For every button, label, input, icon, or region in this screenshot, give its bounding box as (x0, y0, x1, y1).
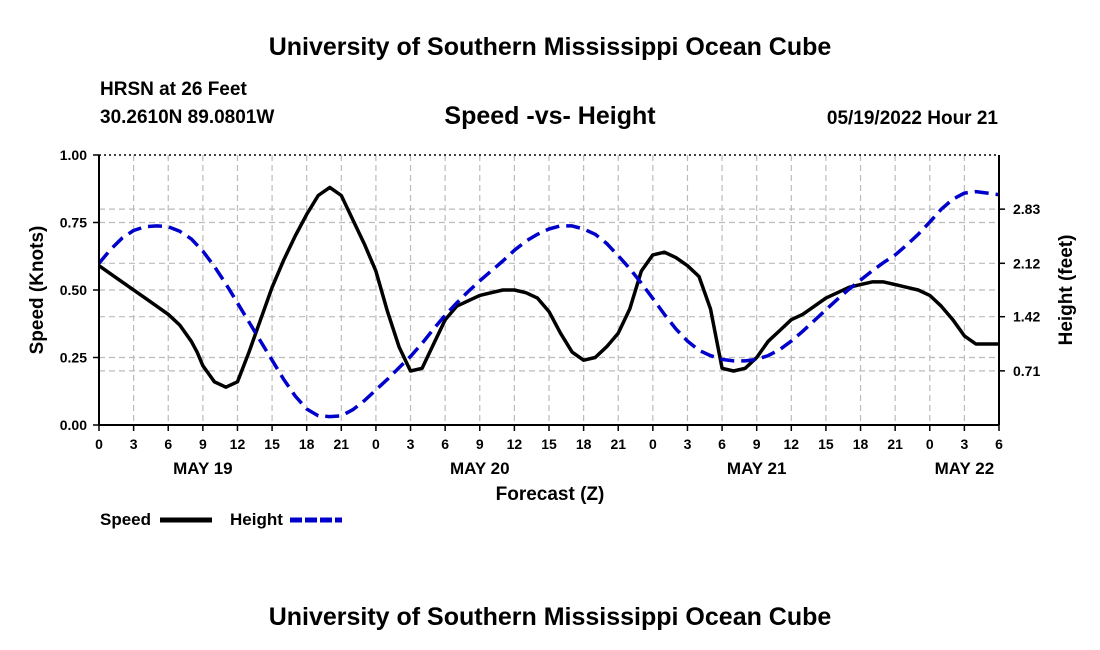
x-tick-label: 6 (995, 436, 1003, 452)
x-tick-label: 0 (372, 436, 380, 452)
datetime-label: 05/19/2022 Hour 21 (827, 108, 999, 129)
x-date-label: MAY 19 (173, 459, 233, 478)
y2-axis-label: Height (feet) (1056, 235, 1077, 346)
station-label: HRSN at 26 Feet (100, 79, 247, 100)
y2-tick-label: 2.83 (1013, 201, 1040, 217)
legend: Speed Height (100, 510, 342, 529)
x-tick-label: 3 (960, 436, 968, 452)
x-tick-label: 15 (264, 436, 280, 452)
series-line-height (97, 189, 1000, 419)
x-tick-label: 15 (818, 436, 834, 452)
x-date-label: MAY 21 (727, 459, 787, 478)
y-tick-label: 0.75 (60, 215, 87, 231)
footer-title: University of Southern Mississippi Ocean… (269, 603, 832, 631)
y-tick-label: 1.00 (60, 147, 87, 163)
x-tick-label: 0 (926, 436, 934, 452)
y-tick-label: 0.25 (60, 350, 87, 366)
legend-height-label: Height (230, 510, 283, 529)
y2-tick-label: 0.71 (1013, 363, 1040, 379)
x-tick-label: 15 (541, 436, 557, 452)
x-tick-label: 12 (507, 436, 523, 452)
x-tick-label: 9 (753, 436, 761, 452)
x-tick-label: 18 (853, 436, 869, 452)
x-tick-label: 12 (784, 436, 800, 452)
grid (99, 155, 999, 425)
x-tick-label: 0 (649, 436, 657, 452)
x-tick-label: 0 (95, 436, 103, 452)
x-tick-label: 6 (164, 436, 172, 452)
x-tick-label: 9 (476, 436, 484, 452)
x-tick-label: 18 (299, 436, 315, 452)
x-date-label: MAY 22 (935, 459, 995, 478)
x-tick-label: 6 (441, 436, 449, 452)
y2-tick-label: 2.12 (1013, 255, 1040, 271)
x-tick-label: 18 (576, 436, 592, 452)
y-tick-label: 0.00 (60, 417, 87, 433)
chart-title: Speed -vs- Height (444, 102, 656, 130)
x-tick-label: 9 (199, 436, 207, 452)
series-group (97, 185, 1000, 419)
x-tick-label: 21 (334, 436, 350, 452)
x-tick-label: 3 (684, 436, 692, 452)
x-date-label: MAY 20 (450, 459, 510, 478)
coordinates-label: 30.2610N 89.0801W (100, 107, 274, 128)
page-title: University of Southern Mississippi Ocean… (269, 33, 832, 61)
legend-speed-label: Speed (100, 510, 151, 529)
x-tick-label: 6 (718, 436, 726, 452)
x-tick-label: 21 (887, 436, 903, 452)
x-tick-label: 3 (130, 436, 138, 452)
y-tick-label: 0.50 (60, 282, 87, 298)
x-axis-label: Forecast (Z) (496, 484, 605, 505)
y2-tick-label: 1.42 (1013, 309, 1040, 325)
x-tick-label: 3 (407, 436, 415, 452)
x-tick-label: 21 (610, 436, 626, 452)
x-tick-label: 12 (230, 436, 246, 452)
axis-ticks: 0 3 6 9 12 15 18 21 0 3 6 9 12 15 18 21 0 3 6 9 12 15 18 21 0 3 6M… (60, 147, 1041, 478)
y-axis-label: Speed (Knots) (27, 226, 48, 355)
